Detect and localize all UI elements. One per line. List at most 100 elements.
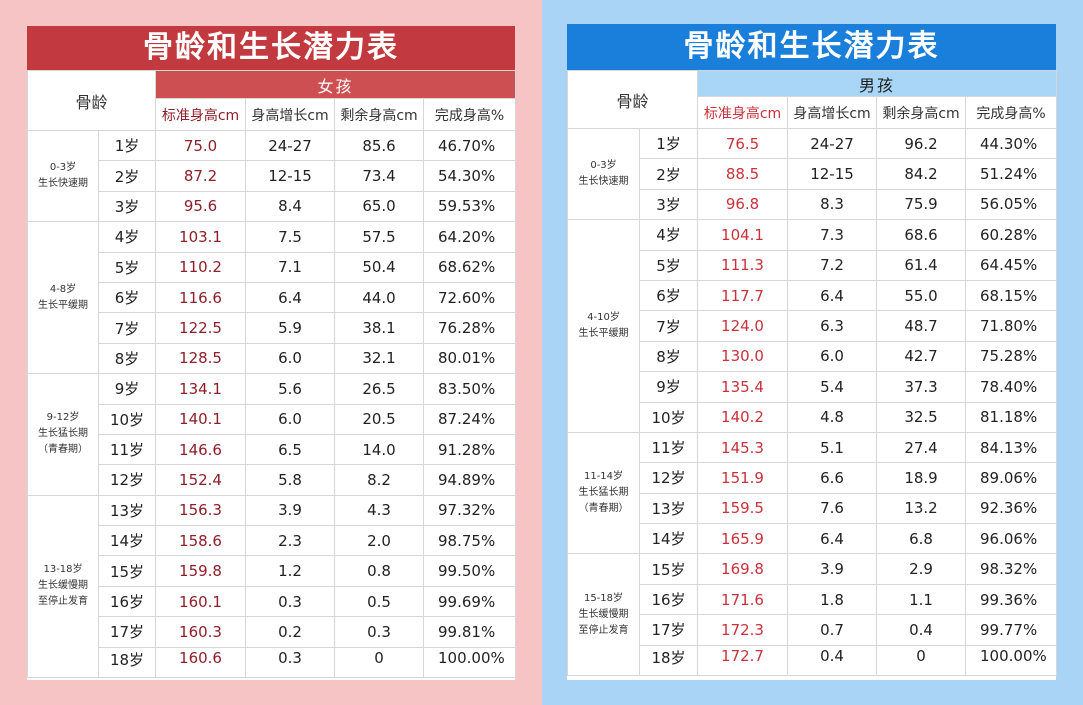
age-cell: 16岁 — [97, 585, 157, 618]
stage-label-line: 至停止发育 — [578, 624, 629, 636]
boy-panel: 骨龄和生长潜力表 骨龄 男孩 标准身高cm 身高增长cm 剩余身高cm 完成身高% 0-3岁… — [566, 24, 1058, 680]
stage-label: 0-3岁 生长快速期 — [27, 129, 99, 223]
table-row: 8岁 130.0 6.0 42.7 75.28% — [568, 340, 1058, 373]
age-cell: 12岁 — [97, 464, 157, 496]
age-cell: 13岁 — [638, 492, 699, 525]
height-growth-cell: 24-27 — [245, 129, 336, 162]
table-row: 4-10岁 生长平缓期 4岁 104.1 7.3 68.6 60.28% — [567, 219, 1058, 433]
remaining-height-cell: 2.0 — [334, 525, 425, 557]
remaining-height-cell: 68.6 — [876, 219, 967, 251]
height-growth-cell: 6.0 — [245, 403, 336, 435]
remaining-height-cell: 0.3 — [334, 616, 425, 648]
stage-label: 13-18岁 生长缓慢期 至停止发育 — [27, 494, 99, 679]
age-cell: 10岁 — [638, 401, 699, 433]
standard-height-cell: 171.6 — [697, 583, 789, 616]
remaining-height-cell: 14.0 — [334, 433, 425, 466]
standard-height-cell: 75.0 — [155, 129, 247, 162]
standard-height-cell: 124.0 — [697, 310, 789, 342]
completed-height-cell: 51.24% — [965, 158, 1058, 190]
standard-height-cell: 172.7 — [697, 644, 789, 677]
table-row: 12岁 152.4 5.8 8.2 94.89% — [28, 464, 517, 496]
remaining-height-cell: 61.4 — [876, 249, 967, 281]
girl-gender-header: 女孩 — [155, 70, 517, 99]
age-cell: 17岁 — [638, 614, 699, 646]
remaining-height-header: 剩余身高cm — [334, 98, 425, 131]
height-growth-cell: 12-15 — [245, 160, 336, 192]
height-growth-cell: 6.6 — [787, 462, 878, 494]
standard-height-cell: 135.4 — [697, 371, 789, 403]
age-cell: 14岁 — [97, 525, 157, 557]
completed-height-cell: 96.06% — [965, 523, 1058, 555]
height-growth-cell: 1.2 — [245, 555, 336, 587]
completed-height-cell: 99.77% — [965, 614, 1058, 646]
table-row: 15岁 159.8 1.2 0.8 99.50% — [28, 555, 517, 587]
completed-height-cell: 99.50% — [423, 555, 517, 587]
table-row: 10岁 140.1 6.0 20.5 87.24% — [28, 403, 517, 435]
remaining-height-cell: 96.2 — [876, 127, 967, 160]
standard-height-header: 标准身高cm — [697, 96, 789, 129]
age-cell: 3岁 — [638, 188, 699, 221]
height-growth-cell: 0.4 — [787, 644, 878, 677]
table-row: 13岁 159.5 7.6 13.2 92.36% — [568, 492, 1058, 525]
completed-height-cell: 100.00% — [965, 644, 1058, 677]
remaining-height-cell: 0.4 — [876, 614, 967, 646]
completed-height-cell: 89.06% — [965, 462, 1058, 494]
remaining-height-cell: 0.5 — [334, 585, 425, 618]
standard-height-cell: 87.2 — [155, 160, 247, 192]
standard-height-cell: 116.6 — [155, 281, 247, 314]
remaining-height-cell: 20.5 — [334, 403, 425, 435]
height-growth-cell: 6.3 — [787, 310, 878, 342]
height-growth-cell: 5.6 — [245, 373, 336, 405]
height-growth-cell: 0.3 — [245, 585, 336, 618]
remaining-height-cell: 32.1 — [334, 342, 425, 375]
height-growth-cell: 6.4 — [245, 281, 336, 314]
age-cell: 18岁 — [638, 644, 699, 677]
stage-label-line: 15-18岁 — [583, 592, 624, 604]
completed-height-cell: 98.75% — [423, 525, 517, 557]
boy-growth-table: 骨龄 男孩 标准身高cm 身高增长cm 剩余身高cm 完成身高% 0-3岁 生长快速期 1岁 76… — [566, 70, 1058, 677]
stage-label-line: 13-18岁 — [43, 564, 83, 576]
completed-height-cell: 80.01% — [423, 342, 517, 375]
standard-height-cell: 104.1 — [697, 219, 789, 251]
standard-height-cell: 140.1 — [155, 403, 247, 435]
height-growth-cell: 4.8 — [787, 401, 878, 433]
table-row: 16岁 171.6 1.8 1.1 99.36% — [568, 583, 1058, 616]
height-growth-cell: 8.4 — [245, 190, 336, 223]
table-row: 12岁 151.9 6.6 18.9 89.06% — [568, 462, 1058, 494]
completed-height-header: 完成身高% — [423, 98, 517, 131]
table-row: 7岁 122.5 5.9 38.1 76.28% — [28, 312, 517, 344]
age-cell: 18岁 — [97, 646, 157, 679]
age-cell: 7岁 — [97, 312, 157, 344]
table-row: 11岁 146.6 6.5 14.0 91.28% — [28, 433, 517, 466]
height-growth-cell: 5.1 — [787, 431, 878, 464]
height-growth-cell: 3.9 — [787, 553, 878, 585]
table-row: 11-14岁 生长猛长期 （青春期） 11岁 145.3 5.1 27.4 84.13% — [567, 431, 1058, 555]
height-growth-cell: 7.5 — [245, 221, 336, 253]
completed-height-cell: 78.40% — [965, 371, 1058, 403]
stage-label-line: 生长猛长期 — [578, 487, 629, 499]
standard-height-cell: 88.5 — [697, 158, 789, 190]
stage-label-line: 生长快速期 — [38, 178, 88, 190]
standard-height-cell: 159.8 — [155, 555, 247, 587]
age-cell: 5岁 — [97, 251, 157, 283]
completed-height-cell: 99.81% — [423, 616, 517, 648]
remaining-height-cell: 73.4 — [334, 160, 425, 192]
table-row: 14岁 158.6 2.3 2.0 98.75% — [28, 525, 517, 557]
stage-label: 4-8岁 生长平缓期 — [27, 221, 99, 375]
remaining-height-cell: 32.5 — [876, 401, 967, 433]
completed-height-cell: 100.00% — [423, 646, 517, 679]
header-row-columns: 标准身高cm 身高增长cm 剩余身高cm 完成身高% — [28, 98, 517, 131]
remaining-height-cell: 13.2 — [876, 492, 967, 525]
completed-height-cell: 94.89% — [423, 464, 517, 496]
standard-height-cell: 140.2 — [697, 401, 789, 433]
standard-height-cell: 145.3 — [697, 431, 789, 464]
girl-panel: 骨龄和生长潜力表 骨龄 女孩 标准身高cm 身高增长cm 剩余身高cm 完成身高% 0-3岁… — [26, 26, 517, 680]
height-growth-cell: 6.4 — [787, 523, 878, 555]
stage-label-line: 生长缓慢期 — [578, 608, 629, 620]
completed-height-header: 完成身高% — [965, 96, 1058, 129]
stage-label-line: 4-10岁 — [587, 312, 620, 324]
table-row: 14岁 165.9 6.4 6.8 96.06% — [568, 523, 1058, 555]
completed-height-cell: 99.36% — [965, 583, 1058, 616]
stage-label-line: 生长快速期 — [578, 176, 629, 188]
standard-height-cell: 130.0 — [697, 340, 789, 373]
